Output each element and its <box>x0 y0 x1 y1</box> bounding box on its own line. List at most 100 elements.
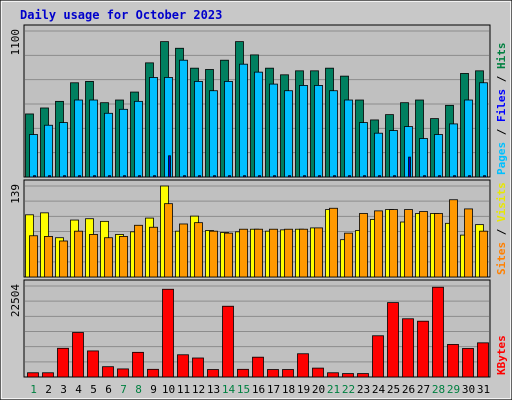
legend-entry: KBytes <box>495 335 508 375</box>
bar-files-8 <box>134 100 143 178</box>
panel-kbytes: 22504 KBytes <box>9 279 508 378</box>
bar-sites-18 <box>284 228 293 278</box>
bar-files-5 <box>89 99 98 178</box>
bar-files-13 <box>209 90 218 178</box>
day-label-9: 9 <box>150 383 157 396</box>
bar-files-19 <box>299 85 308 178</box>
bar-kbytes-7 <box>117 368 129 378</box>
bar-pages-15 <box>243 175 246 178</box>
bar-pages-18 <box>288 175 291 178</box>
bar-kbytes-29 <box>447 344 459 378</box>
bar-sites-3 <box>59 240 68 278</box>
bar-sites-16 <box>254 228 263 278</box>
scale-label: 139 <box>9 184 22 204</box>
bar-pages-14 <box>228 175 231 178</box>
bar-kbytes-31 <box>477 342 489 378</box>
bar-sites-4 <box>74 230 83 278</box>
bar-sites-2 <box>44 236 53 278</box>
day-label-29: 29 <box>447 383 460 396</box>
day-label-16: 16 <box>252 383 265 396</box>
bar-sites-8 <box>134 224 143 278</box>
legend: Pages / Files / Hits <box>495 43 508 176</box>
day-label-18: 18 <box>282 383 295 396</box>
bar-kbytes-16 <box>252 356 264 378</box>
bar-kbytes-15 <box>237 368 249 378</box>
bar-sites-19 <box>299 228 308 278</box>
bar-files-14 <box>224 81 233 178</box>
bar-pages-26 <box>408 156 411 178</box>
bar-kbytes-30 <box>462 348 474 378</box>
day-label-31: 31 <box>477 383 490 396</box>
bar-files-3 <box>59 122 68 178</box>
legend-entry: Files <box>495 89 508 122</box>
bar-sites-5 <box>89 234 98 278</box>
bar-files-25 <box>389 130 398 178</box>
bar-sites-12 <box>194 222 203 278</box>
bar-kbytes-3 <box>57 347 69 378</box>
bar-pages-24 <box>378 175 381 178</box>
bar-files-29 <box>449 123 458 178</box>
bar-files-1 <box>29 134 38 178</box>
legend: KBytes <box>495 335 508 375</box>
legend-entry: Pages <box>495 142 508 175</box>
bar-files-30 <box>464 99 473 178</box>
bar-pages-13 <box>213 175 216 178</box>
legend-entry: / <box>495 69 508 89</box>
bar-kbytes-10 <box>162 288 174 378</box>
day-label-1: 1 <box>30 383 37 396</box>
scale-label: 22504 <box>9 284 22 317</box>
bar-sites-27 <box>419 211 428 278</box>
day-label-6: 6 <box>105 383 112 396</box>
bar-kbytes-1 <box>27 372 39 378</box>
bar-sites-31 <box>479 230 488 278</box>
bar-kbytes-20 <box>312 367 324 378</box>
day-label-20: 20 <box>312 383 325 396</box>
bar-kbytes-9 <box>147 368 159 378</box>
bar-pages-10 <box>168 155 171 178</box>
day-label-2: 2 <box>45 383 52 396</box>
bar-pages-1 <box>33 175 36 178</box>
bar-pages-4 <box>78 175 81 178</box>
bar-pages-2 <box>48 175 51 178</box>
bar-sites-20 <box>314 227 323 278</box>
panel-visits-sites: 139 Sites / Visits <box>9 179 508 278</box>
bar-pages-22 <box>348 175 351 178</box>
bar-kbytes-13 <box>207 369 219 378</box>
bar-kbytes-4 <box>72 332 84 378</box>
bar-kbytes-19 <box>297 353 309 378</box>
bar-sites-23 <box>359 213 368 278</box>
bar-pages-12 <box>198 175 201 178</box>
bar-files-28 <box>434 134 443 178</box>
bar-kbytes-18 <box>282 369 294 378</box>
bar-sites-13 <box>209 230 218 278</box>
bar-sites-29 <box>449 199 458 278</box>
bar-pages-9 <box>153 175 156 178</box>
bar-pages-3 <box>63 175 66 178</box>
day-label-7: 7 <box>120 383 127 396</box>
day-label-3: 3 <box>60 383 67 396</box>
bar-kbytes-2 <box>42 372 54 378</box>
bar-files-16 <box>254 71 263 178</box>
day-axis: 1 2 3 4 5 6 7 8 9 10 11 12 13 14 15 16 17 18 19 20 21 22 23 24 2… <box>30 383 490 396</box>
bar-files-15 <box>239 63 248 178</box>
bar-pages-28 <box>438 175 441 178</box>
bar-sites-1 <box>29 235 38 278</box>
bar-kbytes-25 <box>387 302 399 378</box>
bar-files-2 <box>44 124 53 178</box>
bar-pages-5 <box>93 175 96 178</box>
day-label-14: 14 <box>222 383 236 396</box>
bar-kbytes-27 <box>417 320 429 378</box>
bar-sites-6 <box>104 237 113 278</box>
bar-files-4 <box>74 99 83 178</box>
day-label-4: 4 <box>75 383 82 396</box>
day-label-10: 10 <box>162 383 175 396</box>
bar-pages-19 <box>303 175 306 178</box>
bar-pages-25 <box>393 175 396 178</box>
day-label-24: 24 <box>372 383 386 396</box>
day-label-30: 30 <box>462 383 475 396</box>
bar-files-18 <box>284 90 293 178</box>
day-label-12: 12 <box>192 383 205 396</box>
bar-kbytes-6 <box>102 366 114 378</box>
